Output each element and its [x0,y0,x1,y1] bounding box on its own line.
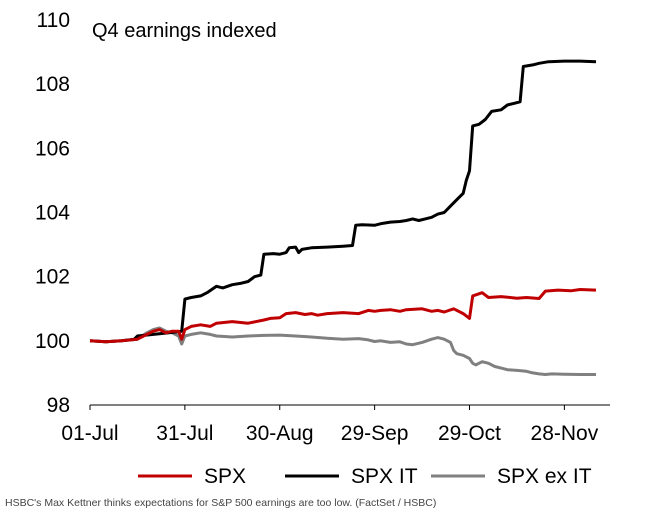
x-tick-label: 01-Jul [61,422,118,445]
x-axis: 01-Jul 31-Jul 30-Aug 29-Sep 29-Oct 28-Nov [61,405,599,445]
x-tick-label: 30-Aug [246,422,314,445]
legend-label: SPX [204,465,246,488]
line-chart: 98 100 102 104 106 108 110 01-Jul 31-Jul 30-Aug 2… [35,9,610,488]
y-axis: 98 100 102 104 106 108 110 [35,9,70,417]
series-line-spx-it [89,59,597,344]
x-tick-label: 29-Sep [341,422,409,445]
y-tick-label: 106 [35,137,70,160]
x-tick-label: 29-Oct [438,422,501,445]
x-tick-label: 31-Jul [156,422,213,445]
caption: HSBC's Max Kettner thinks expectations f… [5,497,437,509]
y-tick-label: 102 [35,266,70,289]
series-layer [89,59,597,376]
y-tick-label: 104 [35,202,70,225]
y-tick-label: 108 [35,73,70,96]
chart-title: Q4 earnings indexed [92,20,277,42]
legend: SPX SPX IT SPX ex IT [138,465,592,488]
legend-label: SPX IT [351,465,418,488]
legend-label: SPX ex IT [497,465,592,488]
y-tick-label: 100 [35,330,70,353]
series-line-spx [89,288,597,344]
series-line-spx-ex-it [89,326,596,376]
x-tick-label: 28-Nov [531,422,599,445]
y-tick-label: 110 [37,9,70,32]
y-tick-label: 98 [47,394,70,417]
